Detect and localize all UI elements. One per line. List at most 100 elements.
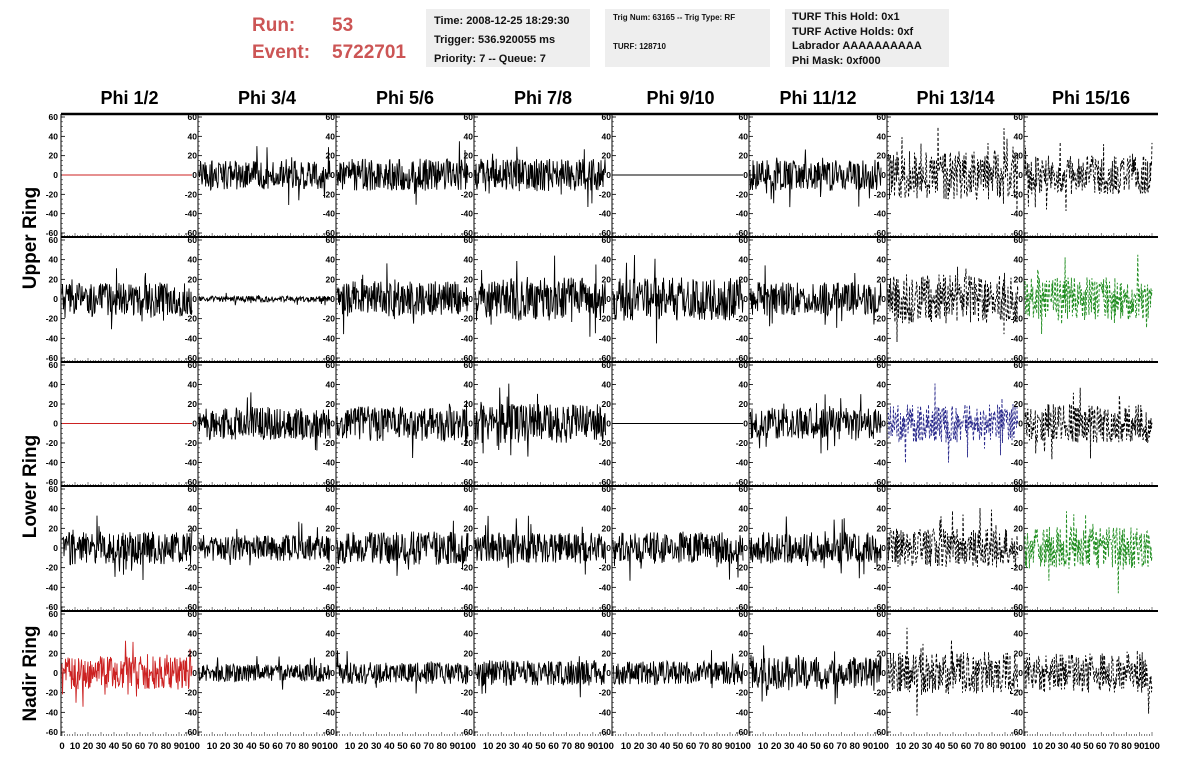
waveform-trace xyxy=(749,516,882,579)
waveform-trace xyxy=(887,383,1019,464)
y-tick-label: 0 xyxy=(53,543,58,553)
x-tick-label: 30 xyxy=(1058,741,1069,752)
y-tick-label: 20 xyxy=(49,523,59,533)
waveform-trace xyxy=(612,254,744,344)
y-tick-label: -20 xyxy=(736,563,749,573)
x-tick-label: 50 xyxy=(535,741,546,752)
y-tick-label: -20 xyxy=(874,438,887,448)
ring-label: Lower Ring xyxy=(20,435,41,538)
waveform-trace xyxy=(198,656,331,690)
waveform-trace xyxy=(61,640,193,707)
y-tick-label: 0 xyxy=(1018,668,1023,678)
y-tick-label: -40 xyxy=(323,707,336,717)
y-tick-label: 0 xyxy=(192,419,197,429)
x-tick-label: 80 xyxy=(1121,741,1132,752)
ring-label: Upper Ring xyxy=(20,187,41,289)
y-tick-label: -20 xyxy=(185,688,198,698)
x-tick-label: 30 xyxy=(233,741,244,752)
x-tick-label: 20 xyxy=(1045,741,1056,752)
waveform-trace xyxy=(1024,511,1153,594)
x-tick-label: 90 xyxy=(174,741,185,752)
x-tick-label: 50 xyxy=(948,741,959,752)
x-tick-label: 60 xyxy=(272,741,283,752)
y-tick-label: -60 xyxy=(323,228,336,238)
y-tick-label: -60 xyxy=(461,228,474,238)
event-value: 5722701 xyxy=(332,42,406,63)
y-tick-label: -40 xyxy=(599,707,612,717)
x-tick-label: 100 xyxy=(322,741,338,752)
y-tick-label: 0 xyxy=(192,294,197,304)
y-tick-label: 20 xyxy=(739,399,749,409)
y-tick-label: 60 xyxy=(464,484,474,494)
y-tick-label: -20 xyxy=(736,314,749,324)
y-tick-label: 60 xyxy=(602,609,612,619)
y-tick-label: 20 xyxy=(602,648,612,658)
y-tick-label: 0 xyxy=(606,294,611,304)
waveform-trace xyxy=(1024,254,1153,335)
x-tick-label: 40 xyxy=(109,741,120,752)
y-tick-label: -20 xyxy=(1011,563,1024,573)
y-tick-label: -60 xyxy=(736,727,749,737)
y-tick-label: 20 xyxy=(49,648,59,658)
x-tick-label: 20 xyxy=(358,741,369,752)
y-tick-label: 40 xyxy=(188,629,198,639)
y-tick-label: 40 xyxy=(49,131,59,141)
y-tick-label: 0 xyxy=(1018,294,1023,304)
y-tick-label: -40 xyxy=(323,209,336,219)
x-tick-label: 50 xyxy=(122,741,133,752)
y-tick-label: 60 xyxy=(739,360,749,370)
x-tick-label: 50 xyxy=(259,741,270,752)
y-tick-label: -20 xyxy=(461,688,474,698)
column-header: Phi 3/4 xyxy=(238,88,296,108)
y-tick-label: 60 xyxy=(877,235,887,245)
y-tick-label: -20 xyxy=(1011,438,1024,448)
y-tick-label: -40 xyxy=(46,333,59,343)
y-tick-label: -60 xyxy=(1011,727,1024,737)
y-tick-label: -20 xyxy=(461,314,474,324)
column-header: Phi 1/2 xyxy=(100,88,158,108)
y-tick-label: -60 xyxy=(46,353,59,363)
x-tick-label: 20 xyxy=(83,741,94,752)
turf-hold-text: TURF This Hold: 0x1 xyxy=(792,11,900,23)
waveform-trace xyxy=(474,255,606,337)
x-tick-label: 50 xyxy=(1083,741,1094,752)
waveform-trace xyxy=(198,292,331,306)
x-tick-label: 40 xyxy=(1071,741,1082,752)
y-tick-label: -60 xyxy=(599,727,612,737)
y-tick-label: 40 xyxy=(1014,504,1024,514)
y-tick-label: 40 xyxy=(326,629,336,639)
y-tick-label: -60 xyxy=(461,353,474,363)
x-tick-label: 90 xyxy=(1134,741,1145,752)
y-tick-label: -60 xyxy=(599,353,612,363)
y-tick-label: 20 xyxy=(739,648,749,658)
y-tick-label: 60 xyxy=(326,360,336,370)
x-tick-label: 10 xyxy=(896,741,907,752)
y-tick-label: -20 xyxy=(874,688,887,698)
waveform-trace xyxy=(887,627,1019,716)
y-tick-label: 0 xyxy=(743,419,748,429)
waveform-trace xyxy=(1024,141,1153,212)
y-tick-label: -60 xyxy=(461,602,474,612)
y-tick-label: -60 xyxy=(461,477,474,487)
x-tick-label: 90 xyxy=(725,741,736,752)
y-tick-label: 60 xyxy=(877,360,887,370)
column-header: Phi 9/10 xyxy=(646,88,714,108)
y-tick-label: -20 xyxy=(185,314,198,324)
y-tick-label: -20 xyxy=(46,563,59,573)
y-tick-label: 40 xyxy=(739,629,749,639)
y-tick-label: 20 xyxy=(49,274,59,284)
waveform-trace xyxy=(336,520,469,576)
y-tick-label: 40 xyxy=(602,380,612,390)
x-tick-label: 30 xyxy=(784,741,795,752)
waveform-trace xyxy=(198,392,331,451)
y-tick-label: 20 xyxy=(464,399,474,409)
x-tick-label: 20 xyxy=(496,741,507,752)
waveform-trace xyxy=(61,268,193,330)
waveform-trace xyxy=(887,266,1019,343)
waveform-trace xyxy=(474,515,607,575)
y-tick-label: 40 xyxy=(188,380,198,390)
y-tick-label: 60 xyxy=(464,360,474,370)
y-tick-label: 0 xyxy=(881,543,886,553)
y-tick-label: 20 xyxy=(877,648,887,658)
y-tick-label: -60 xyxy=(185,727,198,737)
